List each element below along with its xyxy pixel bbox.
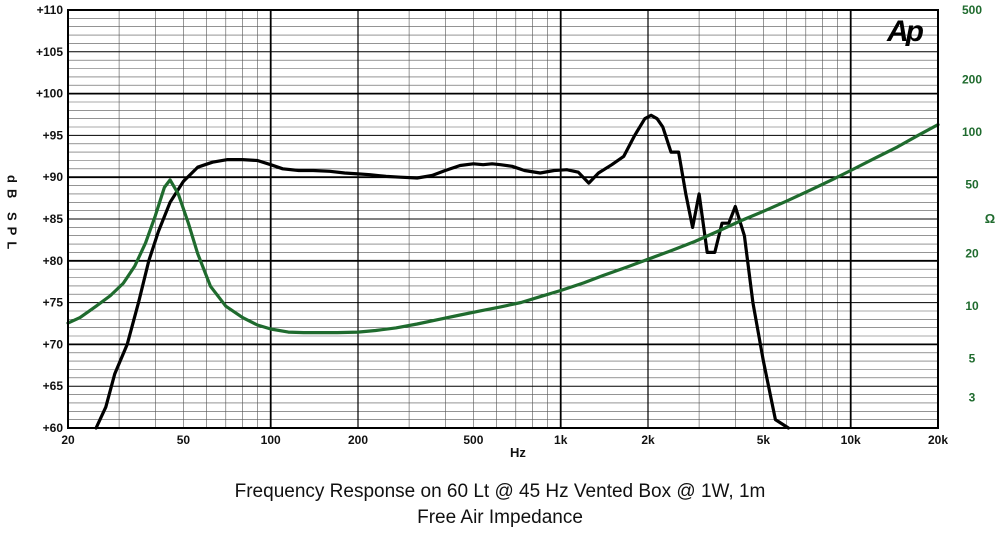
major-grid [68,9,938,429]
left-tick-label: +100 [36,87,63,101]
left-tick-label: +60 [43,421,64,435]
left-tick-label: +105 [36,45,63,59]
right-tick-label: 20 [965,247,979,261]
right-axis-ticks: 3 5 10 20 50 100 200 500 [962,3,982,404]
right-tick-label: 500 [962,3,982,17]
left-tick-label: +70 [43,337,64,351]
x-tick-label: 2k [641,433,655,447]
series-lines [66,113,940,430]
right-tick-label: 50 [965,177,979,191]
x-tick-label: 200 [348,433,368,447]
left-tick-label: +80 [43,254,64,268]
x-axis-ticks: 20 50 100 200 500 1k 2k 5k 10k 20k [61,433,948,447]
left-tick-label: +85 [43,212,64,226]
x-axis-label: Hz [510,445,526,460]
chart-title: Frequency Response on 60 Lt @ 45 Hz Vent… [234,481,766,502]
spl-response-curve [94,113,791,430]
right-tick-label: 100 [962,125,982,139]
x-tick-label: 20k [928,433,948,447]
x-tick-label: 20 [61,433,75,447]
left-tick-label: +65 [43,379,64,393]
plot-frame [67,9,939,429]
impedance-curve [66,122,940,335]
right-tick-label: 200 [962,72,982,86]
x-tick-label: 500 [463,433,483,447]
right-tick-label: 5 [969,352,976,366]
left-tick-label: +110 [37,3,64,17]
x-tick-label: 1k [554,433,568,447]
ap-logo-text: Ap [886,15,924,46]
left-axis-ticks: +60 +65 +70 +75 +80 +85 +90 +95 +100 +105 +110 [36,3,63,435]
right-tick-label: 10 [965,299,979,313]
left-axis-label-line-2: SPL [5,212,20,255]
x-tick-label: 5k [757,433,771,447]
ap-logo: Ap [886,15,927,46]
left-tick-label: +75 [43,296,64,310]
left-axis-label-line-1: dB [5,175,20,204]
frequency-response-chart: +60 +65 +70 +75 +80 +85 +90 +95 +100 +105 +110 3 5 1… [5,3,996,460]
x-tick-label: 10k [841,433,861,447]
right-axis-label: Ω [985,211,995,226]
chart-subtitle: Free Air Impedance [417,507,583,528]
x-tick-label: 100 [261,433,281,447]
x-tick-label: 50 [177,433,191,447]
right-tick-label: 3 [969,390,976,404]
left-tick-label: +95 [43,128,64,142]
left-tick-label: +90 [43,170,64,184]
